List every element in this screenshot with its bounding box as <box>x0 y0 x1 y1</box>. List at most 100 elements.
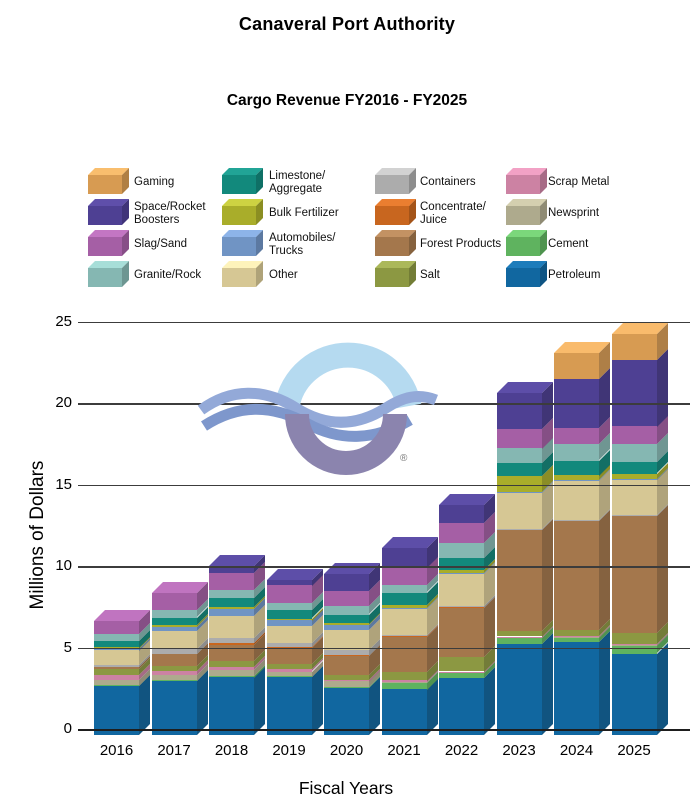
bar-segment-2021-granite-rock <box>381 585 427 593</box>
bar-segment-2025-granite-rock <box>611 444 657 463</box>
gridline-25 <box>78 322 690 324</box>
bar-segment-2019-other <box>266 625 312 644</box>
legend-swatch-limestone-aggregate <box>222 175 256 194</box>
bar-segment-2018-other <box>209 616 254 639</box>
bar-segment-2018-containers <box>209 638 254 643</box>
bar-segment-2019-forest-products <box>266 647 312 665</box>
gridline-10 <box>78 566 690 568</box>
bar-segment-side-2023-forest-products <box>541 518 553 631</box>
bar-segment-2019-space-rocket-boosters <box>266 579 312 586</box>
x-tick-label-2025: 2025 <box>617 742 651 759</box>
bar-segment-2018-bulk-fertilizer <box>209 607 254 609</box>
bar-segment-2016-newsprint <box>94 679 139 686</box>
bar-segment-2023-petroleum <box>496 643 542 735</box>
bar-segment-2020-forest-products <box>324 656 369 675</box>
gridline-15 <box>78 484 690 487</box>
bar-segment-side-2017-petroleum <box>196 670 208 735</box>
bar-segment-2020-automobiles-trucks <box>324 625 369 630</box>
bar-segment-2022-bulk-fertilizer <box>439 569 484 573</box>
bar-segment-side-2022-petroleum <box>484 667 495 735</box>
bar-segment-2023-automobiles-trucks <box>496 492 542 494</box>
bar-segment-2020-space-rocket-boosters <box>324 573 369 591</box>
bar-segment-2025-containers <box>611 515 657 517</box>
legend-label-slag-sand: Slag/Sand <box>134 238 188 250</box>
bar-segment-2020-other <box>324 629 369 650</box>
bar-segment-2017-containers <box>151 648 197 654</box>
bar-segment-2019-cement <box>266 676 312 678</box>
legend-swatch-newsprint <box>506 206 540 225</box>
x-tick-label-2022: 2022 <box>444 742 479 759</box>
bar-segment-2020-newsprint <box>324 681 369 687</box>
legend-swatch-concentrate-juice <box>375 206 409 225</box>
legend-label-bulk-fertilizer: Bulk Fertilizer <box>269 207 339 219</box>
bar-segment-2017-newsprint <box>151 674 197 681</box>
bar-segment-2021-containers <box>381 634 427 636</box>
legend-swatch-bulk-fertilizer <box>222 206 256 225</box>
bar-segment-2020-salt <box>324 674 369 680</box>
bar-segment-2022-cement <box>439 673 484 678</box>
bar-segment-2019-slag-sand <box>266 585 312 604</box>
bar-segment-2019-automobiles-trucks <box>266 620 312 626</box>
legend-swatch-other <box>222 268 256 287</box>
bar-segment-2023-salt <box>496 630 542 637</box>
bar-segment-2018-newsprint <box>209 669 254 676</box>
y-tick-label-0: 0 <box>63 720 72 737</box>
bar-segment-2017-salt <box>151 665 197 671</box>
bar-segment-side-2025-space-rocket-boosters <box>656 348 668 427</box>
bar-segment-2025-salt <box>611 633 657 644</box>
bar-segment-2024-containers <box>554 520 599 521</box>
bar-segment-2021-petroleum <box>381 689 427 735</box>
legend-swatch-gaming <box>88 175 122 194</box>
bar-segment-2016-scrap-metal <box>94 674 139 680</box>
bar-segment-2019-containers <box>266 643 312 648</box>
bar-segment-2021-slag-sand <box>381 567 427 586</box>
bar-segment-2018-scrap-metal <box>209 666 254 670</box>
y-tick-label-25: 25 <box>55 313 72 330</box>
bar-segment-2023-space-rocket-boosters <box>496 393 542 429</box>
legend-label-granite-rock: Granite/Rock <box>134 269 202 281</box>
bar-segment-2018-slag-sand <box>209 573 254 591</box>
bar-segment-2017-granite-rock <box>151 610 197 618</box>
bar-segment-2025-forest-products <box>611 516 657 634</box>
bar-top-face-2019 <box>266 568 323 580</box>
bar-segment-2024-bulk-fertilizer <box>554 475 599 481</box>
bar-segment-2017-cement <box>151 680 197 682</box>
bar-segment-2025-slag-sand <box>611 426 657 445</box>
chart-subtitle: Cargo Revenue FY2016 - FY2025 <box>226 92 468 109</box>
bar-segment-2016-petroleum <box>94 686 139 735</box>
bar-segment-2020-slag-sand <box>324 590 369 607</box>
bar-segment-2024-gaming <box>554 353 599 380</box>
bar-segment-2025-scrap-metal <box>611 643 657 645</box>
bar-segment-2024-limestone-aggregate <box>554 460 599 476</box>
x-axis-title: Fiscal Years <box>298 778 394 798</box>
bar-segment-2021-scrap-metal <box>381 680 427 683</box>
x-tick-label-2023: 2023 <box>502 742 536 759</box>
bar-segment-2024-other <box>554 481 599 521</box>
bar-segment-2025-limestone-aggregate <box>611 462 657 474</box>
legend-label-newsprint: Newsprint <box>548 207 600 219</box>
legend-swatch-granite-rock <box>88 268 122 287</box>
bar-segment-2016-limestone-aggregate <box>94 640 139 648</box>
logo-top-arc <box>274 342 422 409</box>
bar-segment-2019-concentrate-juice <box>266 647 312 648</box>
bar-segment-2016-cement <box>94 685 139 687</box>
legend-label-containers: Containers <box>420 176 476 188</box>
bar-segment-2021-newsprint <box>381 682 427 683</box>
bar-segment-2024-petroleum <box>554 642 599 735</box>
legend-swatch-space-rocket-boosters <box>88 206 122 225</box>
bar-segment-2017-forest-products <box>151 653 197 666</box>
legend-swatch-slag-sand <box>88 237 122 256</box>
x-tick-label-2021: 2021 <box>387 742 421 759</box>
bar-segment-2025-newsprint <box>611 644 657 646</box>
bar-segment-2025-gaming <box>611 333 657 360</box>
bar-segment-2018-limestone-aggregate <box>209 598 254 608</box>
bar-segment-2017-automobiles-trucks <box>151 626 197 631</box>
bar-segment-2022-petroleum <box>439 678 484 735</box>
y-tick-label-5: 5 <box>63 638 72 656</box>
bar-segment-2021-limestone-aggregate <box>381 592 427 605</box>
bar-segment-2022-concentrate-juice <box>439 607 484 608</box>
bar-segment-2024-cement <box>554 637 599 643</box>
bar-segment-2021-cement <box>381 682 427 690</box>
logo-wave-upper <box>197 387 438 428</box>
bar-segment-2020-petroleum <box>324 687 369 735</box>
